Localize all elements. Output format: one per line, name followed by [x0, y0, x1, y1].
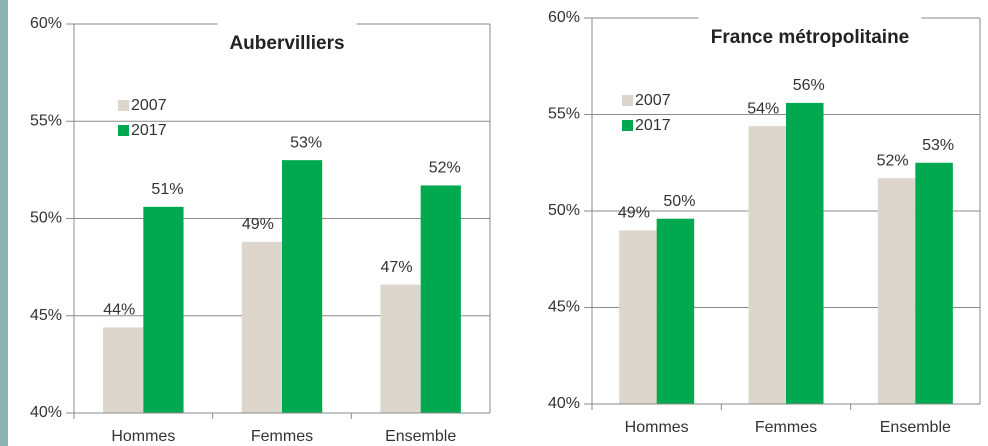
- legend-swatch: [118, 100, 129, 111]
- y-tick-label: 40%: [548, 395, 580, 412]
- bar: [748, 126, 786, 404]
- y-tick-label: 50%: [548, 202, 580, 219]
- chart-title: Aubervilliers: [229, 33, 344, 54]
- legend-swatch: [118, 125, 129, 136]
- legend-label: 2007: [635, 92, 671, 109]
- y-tick-label: 60%: [548, 9, 580, 26]
- legend-swatch: [622, 95, 633, 106]
- x-tick-label: Hommes: [625, 419, 689, 436]
- bar: [282, 160, 323, 413]
- legend-label: 2007: [131, 97, 167, 114]
- value-label: 53%: [290, 134, 322, 151]
- value-label: 51%: [151, 181, 183, 198]
- bar: [915, 162, 953, 404]
- x-tick-label: Ensemble: [880, 419, 951, 436]
- title-background: [217, 22, 357, 57]
- x-tick-label: Femmes: [755, 419, 817, 436]
- value-label: 54%: [747, 100, 779, 117]
- bar: [877, 178, 916, 404]
- bar: [619, 230, 657, 404]
- chart-title: France métropolitaine: [711, 27, 910, 48]
- side-strip: [0, 0, 8, 446]
- bar: [143, 206, 184, 413]
- value-label: 52%: [429, 160, 461, 177]
- value-label: 49%: [618, 205, 650, 222]
- value-label: 53%: [922, 137, 954, 154]
- value-label: 49%: [242, 216, 274, 233]
- bar: [656, 218, 695, 404]
- bar: [420, 185, 461, 413]
- y-tick-label: 40%: [30, 404, 62, 421]
- value-label: 52%: [877, 152, 909, 169]
- title-background: [698, 16, 922, 51]
- y-tick-label: 45%: [30, 307, 62, 324]
- bar: [103, 327, 144, 413]
- legend-swatch: [622, 120, 633, 131]
- x-tick-label: Hommes: [111, 428, 175, 445]
- x-tick-label: Ensemble: [385, 428, 456, 445]
- value-label: 56%: [793, 77, 825, 94]
- bar: [380, 284, 421, 413]
- y-tick-label: 60%: [30, 15, 62, 32]
- x-tick-label: Femmes: [251, 428, 313, 445]
- value-label: 44%: [103, 302, 135, 319]
- y-tick-label: 45%: [548, 299, 580, 316]
- y-tick-label: 50%: [30, 210, 62, 227]
- value-label: 50%: [663, 193, 695, 210]
- value-label: 47%: [381, 259, 413, 276]
- y-tick-label: 55%: [30, 112, 62, 129]
- y-tick-label: 55%: [548, 106, 580, 123]
- legend-label: 2017: [131, 122, 167, 139]
- legend-label: 2017: [635, 117, 671, 134]
- bar: [241, 241, 282, 413]
- bar: [786, 102, 824, 405]
